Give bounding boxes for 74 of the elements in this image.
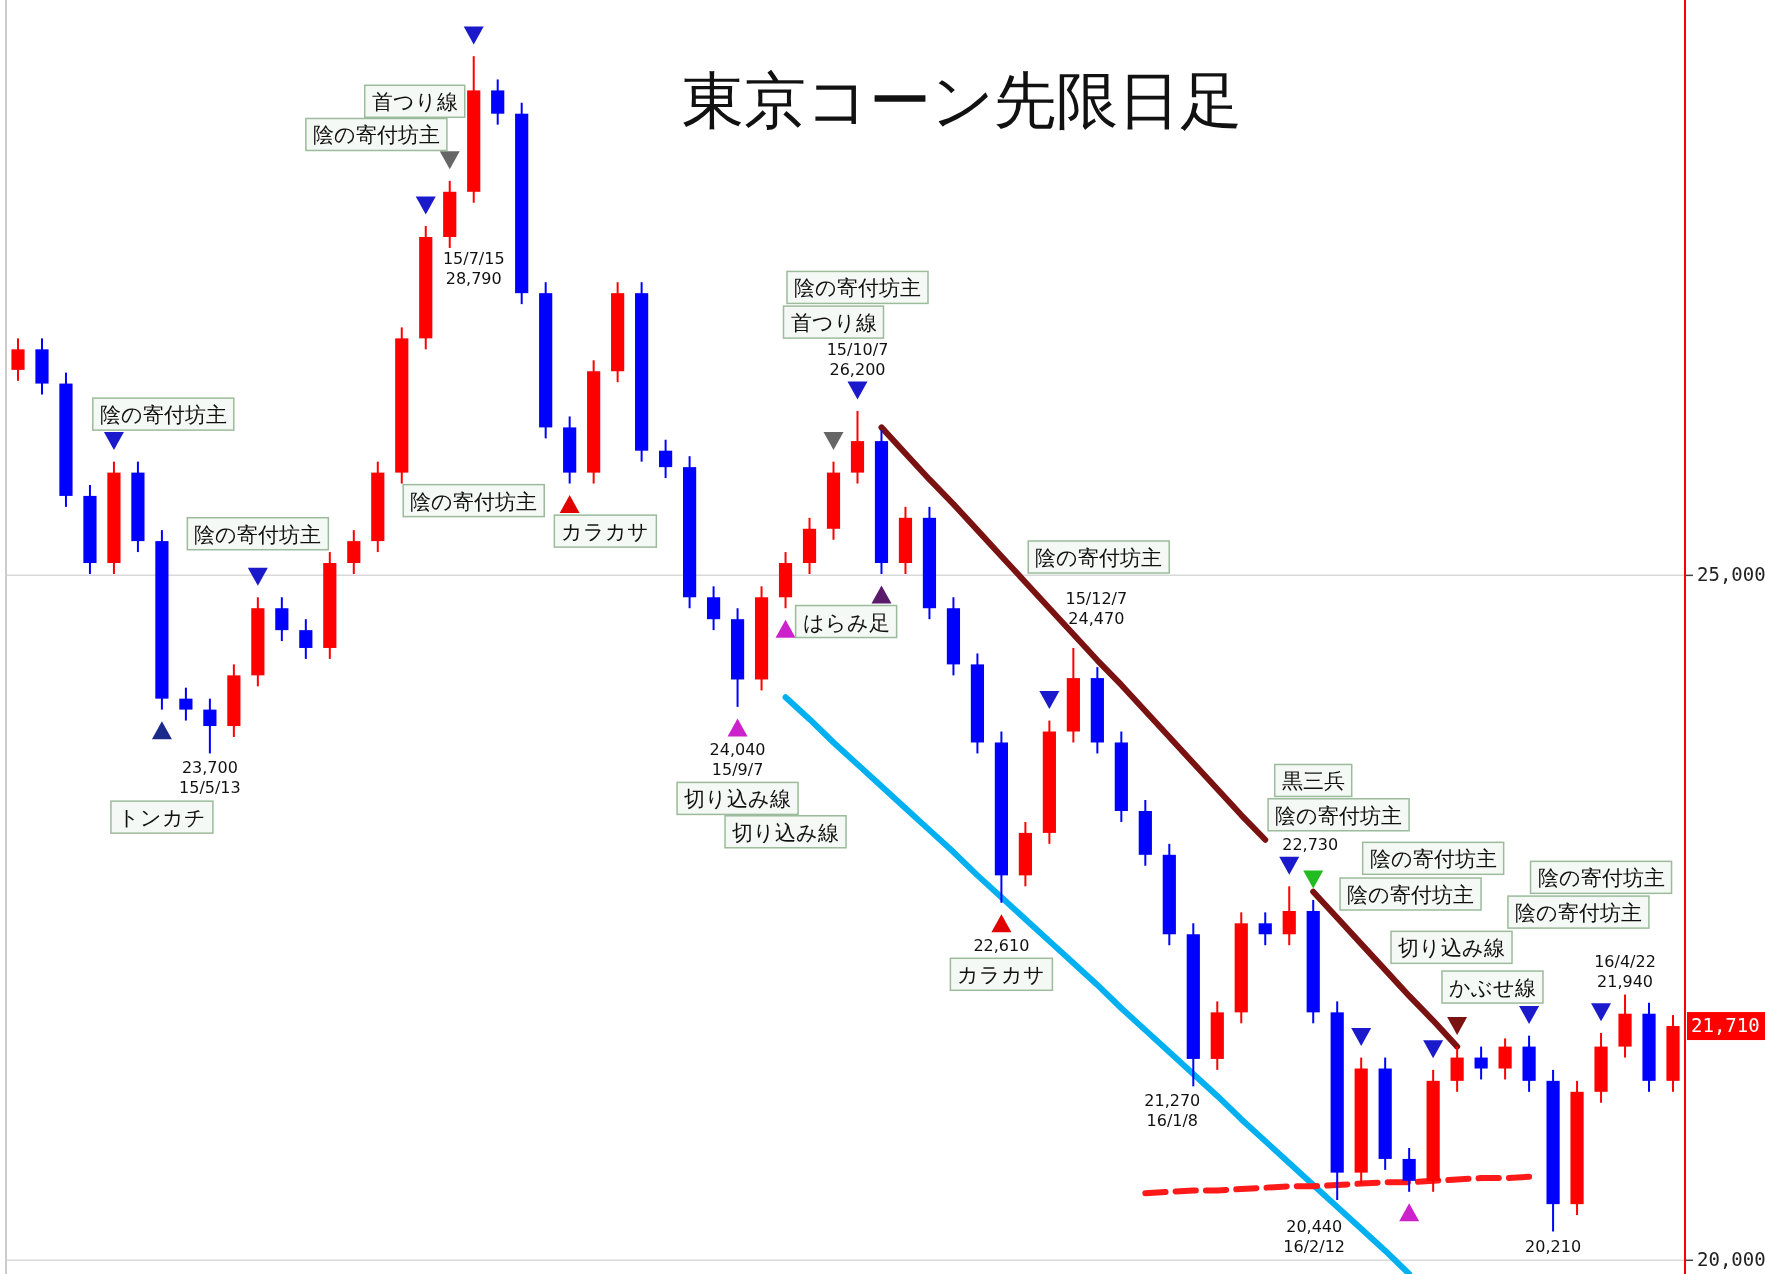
text: 15/7/15 28,790: [442, 249, 505, 289]
point: [847, 381, 868, 400]
point: [103, 432, 124, 451]
point: [151, 721, 172, 740]
annotation: 陰の寄付坊主: [1369, 847, 1497, 872]
candlestick: [1282, 885, 1296, 947]
text: 24,040 15/9/7: [709, 739, 766, 779]
candlestick: [1474, 1045, 1488, 1081]
point: [1519, 1006, 1540, 1025]
point: [559, 495, 580, 514]
text: 16/4/22 21,940: [1594, 951, 1656, 991]
point: [247, 567, 268, 586]
candlestick: [275, 596, 289, 643]
annotation: 首つり線: [371, 90, 458, 115]
point: [1351, 1028, 1372, 1047]
annotation: 陰の寄付坊主: [194, 522, 322, 547]
text: 20,210: [1525, 1236, 1582, 1256]
annotation: 陰の寄付坊主: [312, 123, 440, 148]
annotation: 陰の寄付坊主: [410, 489, 538, 514]
candlestick: [299, 618, 313, 660]
candlestick: [706, 585, 721, 632]
text: 22,610: [973, 935, 1030, 955]
point: [1591, 1003, 1612, 1022]
candlestick: [347, 529, 361, 575]
annotation: かぶせ線: [1448, 976, 1536, 1001]
point: [871, 585, 892, 604]
y-tick-label: 20,000: [1697, 1247, 1765, 1270]
annotation: カラカサ: [957, 963, 1046, 988]
y-tick-label: 25,000: [1697, 562, 1765, 585]
text: 21,270 16/1/8: [1144, 1091, 1201, 1131]
point: [439, 151, 460, 170]
candlestick: [179, 686, 193, 722]
candlestick: [491, 78, 505, 126]
candlestick: [203, 697, 217, 755]
annotation: 切り込み線: [732, 820, 840, 845]
annotation: 首つり線: [790, 311, 877, 336]
candlestick: [1450, 1045, 1464, 1093]
annotation: 陰の寄付坊主: [1537, 866, 1665, 891]
point: [1039, 691, 1060, 710]
point: [1423, 1040, 1444, 1059]
point: [775, 619, 796, 638]
text: 東京コーン先限日足: [681, 64, 1242, 137]
text: 22,730: [1282, 835, 1339, 855]
point: [1399, 1203, 1420, 1222]
annotation: カラカサ: [561, 520, 650, 545]
point: [823, 432, 844, 451]
candlestick: [659, 438, 673, 480]
annotation: トンカチ: [117, 806, 206, 831]
annotation: 陰の寄付坊主: [99, 403, 227, 428]
point: [1447, 1017, 1468, 1036]
text: 21,710: [1691, 1013, 1760, 1036]
annotation: 切り込み線: [684, 787, 792, 812]
point: [727, 718, 748, 737]
annotation: 黒三兵: [1281, 769, 1345, 794]
annotation: 陰の寄付坊主: [1347, 883, 1475, 908]
annotation: 陰の寄付坊主: [1514, 901, 1642, 926]
text: 20,440 16/2/12: [1283, 1217, 1346, 1257]
annotation: 陰の寄付坊主: [1275, 803, 1403, 828]
candlestick: [11, 337, 25, 382]
point: [991, 914, 1012, 933]
annotation: はらみ足: [802, 610, 890, 635]
text: 23,700 15/5/13: [179, 758, 241, 798]
candlestick: [1402, 1146, 1416, 1193]
annotation: 陰の寄付坊主: [1035, 546, 1163, 571]
candlestick: [1498, 1037, 1512, 1081]
point: [1279, 856, 1300, 875]
candlestick: [1258, 911, 1272, 947]
annotation: 切り込み線: [1398, 936, 1506, 961]
point: [415, 196, 436, 215]
annotation: 陰の寄付坊主: [793, 276, 921, 301]
point: [463, 26, 484, 45]
text: 15/12/7 24,470: [1065, 588, 1128, 628]
text: 15/10/7 26,200: [826, 339, 889, 379]
point: [1303, 870, 1324, 889]
